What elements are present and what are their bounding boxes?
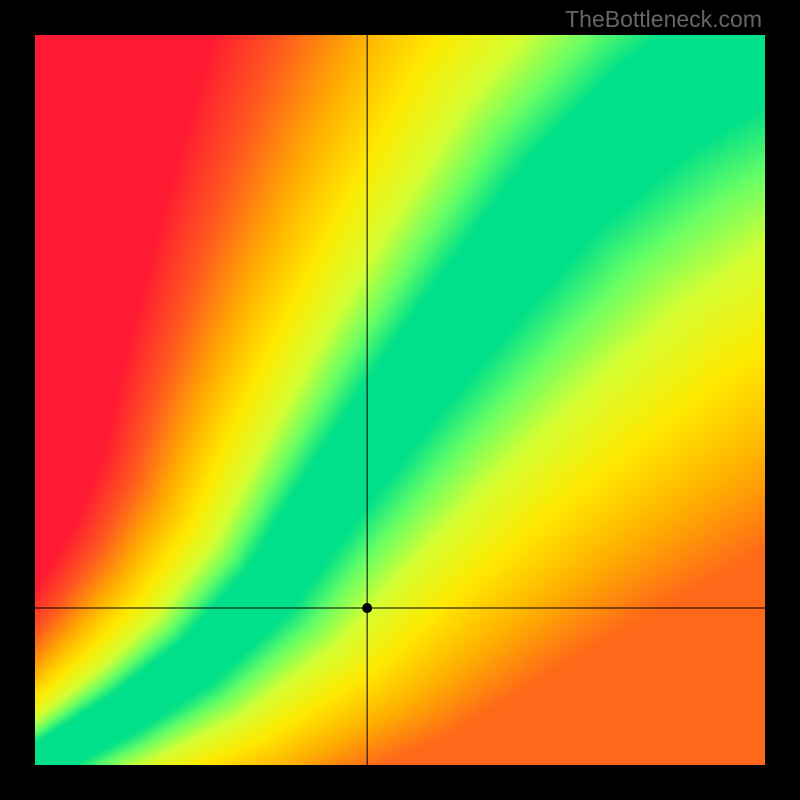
selection-dot bbox=[362, 603, 372, 613]
bottleneck-heatmap-chart: TheBottleneck.com bbox=[0, 0, 800, 800]
watermark-text: TheBottleneck.com bbox=[565, 6, 762, 33]
chart-frame bbox=[0, 0, 800, 800]
overlay-svg bbox=[0, 0, 800, 800]
